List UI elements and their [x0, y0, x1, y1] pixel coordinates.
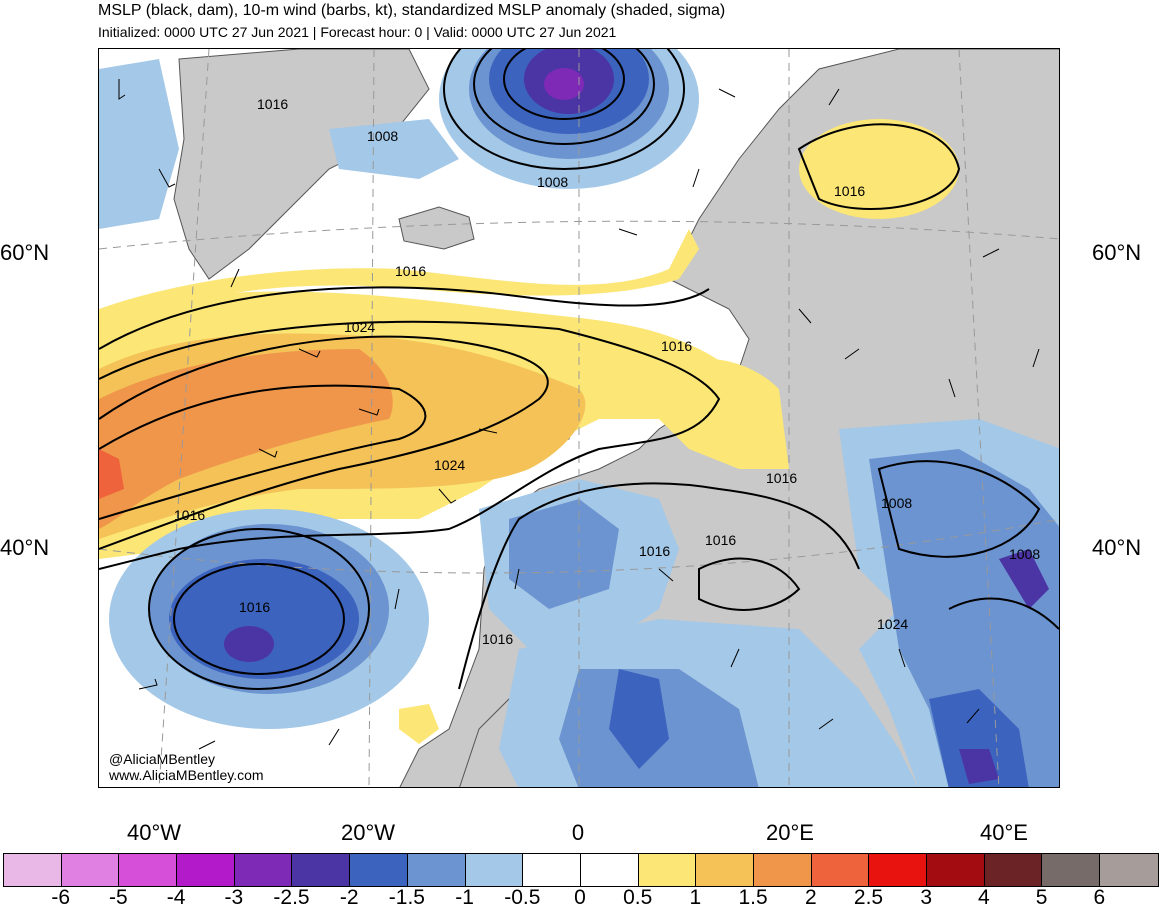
chart-subtitle: Initialized: 0000 UTC 27 Jun 2021 | Fore… [98, 24, 617, 40]
isobar-label: 1008 [881, 495, 912, 511]
wind-barbs [118, 79, 1040, 750]
colorbar-label: 0 [574, 886, 586, 909]
lon-label-40w: 40°W [126, 820, 182, 845]
graticule [99, 49, 1059, 787]
colorbar [3, 853, 1159, 887]
colorbar-label: 5 [1035, 886, 1048, 909]
colorbar-swatch [869, 854, 927, 886]
colorbar-label: 4 [978, 886, 990, 909]
colorbar-swatch [580, 854, 639, 886]
map-panel: 1016 1008 1008 1016 1016 1024 1024 1016 … [98, 48, 1060, 788]
colorbar-swatch [1100, 854, 1158, 886]
isobar-label: 1016 [482, 631, 513, 647]
credit-site: www.AliciaMBentley.com [109, 767, 264, 783]
colorbar-label: 2 [804, 886, 817, 909]
isobar-label: 1024 [434, 457, 465, 473]
lat-label-40n-left: 40°N [0, 535, 50, 560]
isobar-label: 1008 [537, 174, 568, 190]
isobar-label: 1016 [834, 183, 865, 199]
lon-label-20e: 20°E [766, 820, 814, 845]
colorbar-label: -3 [224, 886, 244, 909]
lat-label-60n-left: 60°N [0, 240, 50, 265]
isobar-label: 1016 [661, 338, 692, 354]
lat-label-40n-right: 40°N [1092, 535, 1142, 560]
colorbar-label: 0.5 [623, 886, 653, 909]
credit-handle: @AliciaMBentley [109, 751, 216, 767]
colorbar-swatch [407, 854, 466, 886]
colorbar-swatch [696, 854, 754, 886]
lon-label-20w: 20°W [340, 820, 396, 845]
colorbar-label: -1.5 [388, 886, 425, 909]
chart-title: MSLP (black, dam), 10-m wind (barbs, kt)… [98, 2, 726, 19]
colorbar-label: -4 [166, 886, 186, 909]
lat-label-60n-right: 60°N [1092, 240, 1142, 265]
isobar-label: 1016 [239, 599, 270, 615]
lon-label-0: 0 [571, 820, 585, 845]
colorbar-swatch [523, 854, 581, 886]
colorbar-label: 1.5 [738, 886, 768, 909]
positive-anomaly [99, 119, 959, 744]
colorbar-swatch [753, 854, 812, 886]
colorbar-label: -0.5 [504, 886, 541, 909]
isobar-label: 1008 [1009, 546, 1040, 562]
isobars [99, 49, 1059, 690]
colorbar-swatch [292, 854, 351, 886]
lon-label-40e: 40°E [980, 820, 1028, 845]
colorbar-swatch [1042, 854, 1101, 886]
colorbar-swatch [61, 854, 120, 886]
isobar-label: 1016 [257, 96, 288, 112]
colorbar-swatch [350, 854, 408, 886]
colorbar-swatch [4, 854, 62, 886]
colorbar-label: 6 [1093, 886, 1106, 909]
isobar-label: 1016 [705, 532, 736, 548]
colorbar-label: 2.5 [853, 886, 884, 909]
colorbar-swatch [234, 854, 293, 886]
colorbar-swatch [177, 854, 235, 886]
isobar-label: 1016 [766, 470, 797, 486]
colorbar-swatch [119, 854, 178, 886]
colorbar-label: 1 [689, 886, 702, 909]
isobar-label: 1024 [344, 319, 375, 335]
isobar-label: 1016 [174, 507, 205, 523]
map-canvas: 1016 1008 1008 1016 1016 1024 1024 1016 … [99, 49, 1059, 787]
colorbar-label: -1 [455, 886, 474, 909]
isobar-label: 1016 [395, 263, 426, 279]
colorbar-label: -5 [109, 886, 128, 909]
isobar-label: 1024 [877, 616, 908, 632]
colorbar-label: 3 [920, 886, 933, 909]
isobar-labels: 1016 1008 1008 1016 1016 1024 1024 1016 … [174, 96, 1040, 647]
colorbar-swatch [927, 854, 985, 886]
colorbar-label: -2 [339, 886, 359, 909]
colorbar-label: -6 [51, 886, 71, 909]
isobar-label: 1016 [639, 543, 670, 559]
isobar-label: 1008 [367, 128, 398, 144]
colorbar-swatch [984, 854, 1043, 886]
colorbar-swatch [811, 854, 870, 886]
colorbar-swatch [465, 854, 524, 886]
colorbar-label: -2.5 [273, 886, 310, 909]
colorbar-swatch [638, 854, 697, 886]
